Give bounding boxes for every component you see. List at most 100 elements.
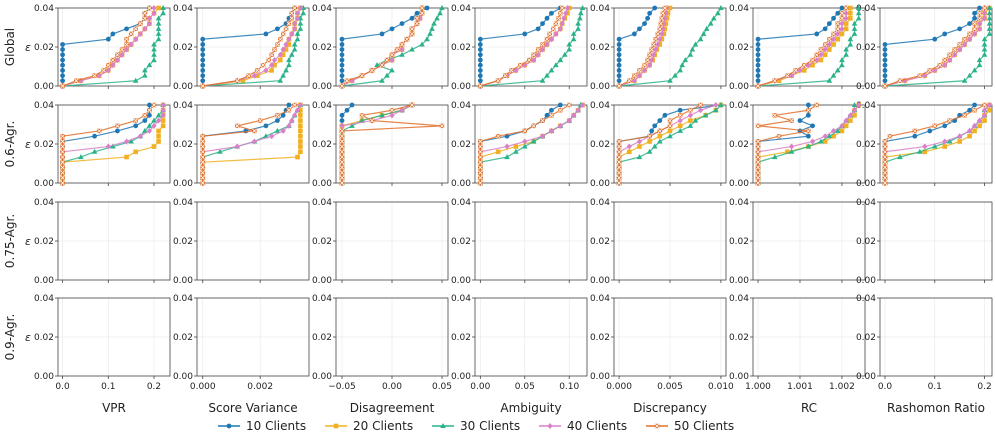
data-point-cross	[281, 31, 286, 37]
data-point-cross	[882, 175, 888, 180]
data-point-cross	[698, 102, 703, 108]
data-point-cross	[200, 165, 205, 170]
y-tick-label: 0.00	[451, 82, 471, 92]
series-line	[757, 8, 851, 87]
series-4-r0-c1	[200, 5, 297, 89]
data-point	[702, 112, 709, 118]
y-tick-label: 0.04	[312, 198, 332, 208]
y-tick-label: 0.04	[451, 101, 471, 111]
data-point	[530, 138, 537, 144]
data-point	[298, 139, 303, 144]
data-point	[697, 107, 704, 114]
data-point-cross	[478, 160, 483, 165]
data-point	[409, 15, 415, 21]
data-point	[286, 36, 292, 43]
data-point	[826, 133, 833, 139]
data-point	[289, 117, 295, 124]
data-point	[986, 15, 993, 21]
data-point-cross	[286, 21, 291, 26]
data-point	[263, 67, 269, 74]
data-point-cross	[260, 63, 266, 68]
data-point-cross	[617, 83, 622, 89]
data-point	[339, 112, 345, 118]
data-point	[851, 20, 858, 26]
data-point	[972, 102, 977, 108]
data-point	[286, 102, 292, 108]
panel-1-1: 0.00 0.02 0.04	[173, 101, 310, 189]
data-point	[277, 77, 284, 83]
data-point-cross	[882, 170, 888, 175]
data-point	[419, 41, 425, 47]
data-point	[981, 41, 988, 47]
series-line	[480, 7, 563, 87]
y-tick-label: 0.00	[856, 179, 876, 189]
series-4-r1-c5	[755, 102, 819, 186]
x-tick-label: −0.05	[328, 382, 356, 392]
data-point-cross	[289, 16, 294, 21]
data-point-cross	[419, 5, 425, 11]
x-tick-label: 1.001	[787, 382, 813, 392]
data-point	[539, 77, 546, 83]
data-point-cross	[133, 118, 138, 123]
data-point	[972, 128, 977, 134]
series-line	[884, 104, 985, 183]
data-point-cross	[882, 154, 888, 160]
data-point	[647, 10, 653, 16]
data-point	[657, 36, 663, 43]
data-point	[389, 57, 395, 64]
data-point	[801, 68, 807, 73]
x-tick-label: 0.010	[708, 382, 734, 392]
data-point	[659, 30, 665, 37]
y-tick-label: 0.02	[590, 43, 610, 53]
data-point	[60, 78, 65, 84]
data-point-cross	[115, 123, 120, 128]
data-point	[559, 20, 565, 27]
data-point-cross	[667, 123, 673, 128]
data-point	[577, 15, 583, 21]
data-point-cross	[92, 73, 97, 78]
data-point-cross	[97, 128, 102, 134]
data-point-cross	[882, 180, 888, 186]
series-line	[618, 7, 666, 87]
series-3-r0-c6	[882, 5, 988, 89]
y-tick-label: 0.00	[34, 372, 54, 382]
data-point	[843, 21, 849, 26]
data-point-cross	[339, 170, 345, 175]
data-point-cross	[369, 118, 375, 123]
data-point-cross	[839, 11, 845, 16]
data-point-cross	[659, 16, 664, 21]
data-point	[839, 122, 845, 129]
data-point	[972, 10, 977, 16]
data-point	[657, 138, 663, 144]
y-tick-label: 0.04	[590, 101, 610, 111]
y-tick-label: 0.04	[590, 294, 610, 304]
data-point-cross	[235, 123, 240, 128]
data-point	[827, 47, 832, 52]
data-point-cross	[882, 139, 888, 144]
y-tick-label: 0.04	[729, 4, 749, 14]
data-point	[826, 41, 832, 48]
data-point-cross	[124, 42, 129, 47]
data-point	[60, 73, 65, 79]
data-point	[651, 51, 657, 58]
data-point	[553, 30, 559, 37]
series-line	[341, 7, 428, 86]
data-point	[831, 15, 836, 21]
data-point	[156, 128, 161, 134]
data-point	[280, 46, 286, 53]
y-tick-label: 0.04	[312, 101, 332, 111]
data-point	[292, 25, 298, 32]
y-tick-label: 0.04	[590, 4, 610, 14]
data-point	[251, 138, 258, 145]
data-point	[283, 67, 289, 73]
data-point	[339, 57, 345, 63]
data-point-cross	[937, 63, 942, 68]
panel-3-3: 0.00 0.02 0.04 0.00 0.05 0.10	[451, 294, 588, 392]
data-point	[976, 62, 983, 68]
data-point-cross	[200, 170, 205, 175]
data-point	[399, 46, 405, 53]
data-point	[300, 10, 307, 16]
series-line	[884, 7, 985, 87]
series-2-r1-c1	[199, 102, 304, 185]
